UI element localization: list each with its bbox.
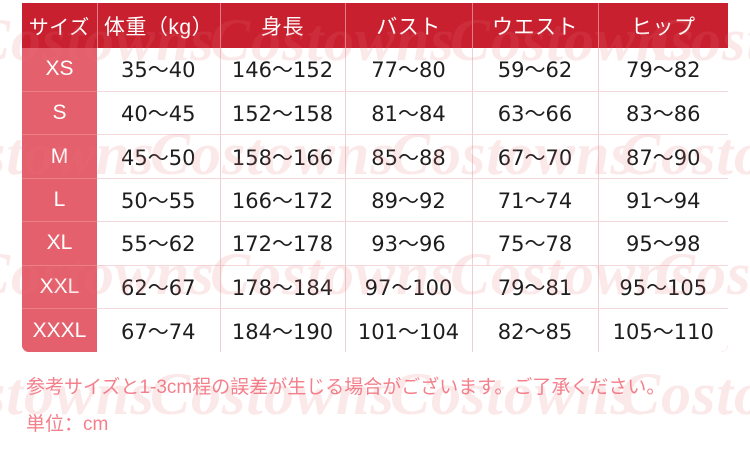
- table-row: L 50～55 166～172 89～92 71～74 91～94: [22, 178, 728, 223]
- cell-waist: 59～62: [472, 48, 599, 92]
- note-unit: 単位：cm: [26, 414, 109, 435]
- cell-bust: 97～100: [345, 265, 473, 310]
- cell-bust: 93～96: [345, 221, 473, 266]
- column-header-weight: 体重（kg）: [97, 3, 221, 48]
- cell-weight: 50～55: [97, 178, 221, 223]
- cell-height: 158～166: [220, 134, 346, 179]
- table-row: M 45～50 158～166 85～88 67～70 87～90: [22, 134, 728, 179]
- footer-notes: 参考サイズと1-3cm程の誤差が生じる場合がございます。ご了承ください。 単位：…: [26, 372, 726, 440]
- cell-waist: 79～81: [472, 265, 599, 310]
- column-header-waist: ウエスト: [472, 3, 599, 48]
- cell-bust: 101～104: [345, 308, 473, 352]
- table-row: XS 35～40 146～152 77～80 59～62 79～82: [22, 48, 728, 92]
- cell-height: 166～172: [220, 178, 346, 223]
- column-header-height: 身長: [220, 3, 346, 48]
- cell-size: XS: [22, 48, 97, 92]
- cell-size: XL: [22, 221, 97, 266]
- table-header-row: サイズ 体重（kg） 身長 バスト ウエスト ヒップ: [22, 3, 728, 48]
- cell-weight: 55～62: [97, 221, 221, 266]
- column-header-size: サイズ: [22, 3, 98, 48]
- cell-weight: 67～74: [97, 308, 221, 352]
- cell-weight: 40～45: [97, 91, 221, 136]
- cell-bust: 77～80: [345, 48, 473, 92]
- cell-hip: 83～86: [598, 91, 728, 136]
- cell-hip: 95～98: [598, 221, 728, 266]
- table-row: S 40～45 152～158 81～84 63～66 83～86: [22, 91, 728, 136]
- cell-size: L: [22, 178, 97, 223]
- cell-height: 184～190: [220, 308, 346, 352]
- size-chart-table-container: サイズ 体重（kg） 身長 バスト ウエスト ヒップ XS 35～40 146～…: [22, 3, 728, 352]
- cell-height: 178～184: [220, 265, 346, 310]
- cell-bust: 85～88: [345, 134, 473, 179]
- table-body: XS 35～40 146～152 77～80 59～62 79～82 S 40～…: [22, 48, 728, 352]
- cell-hip: 105～110: [598, 308, 728, 352]
- column-header-hip: ヒップ: [598, 3, 728, 48]
- column-header-bust: バスト: [345, 3, 473, 48]
- cell-hip: 95～105: [598, 265, 728, 310]
- cell-waist: 63～66: [472, 91, 599, 136]
- cell-waist: 82～85: [472, 308, 599, 352]
- table-header: サイズ 体重（kg） 身長 バスト ウエスト ヒップ: [22, 3, 728, 48]
- cell-height: 146～152: [220, 48, 346, 92]
- cell-weight: 35～40: [97, 48, 221, 92]
- cell-bust: 81～84: [345, 91, 473, 136]
- cell-waist: 75～78: [472, 221, 599, 266]
- cell-size: XXL: [22, 265, 97, 310]
- cell-size: XXXL: [22, 308, 97, 352]
- cell-size: S: [22, 91, 97, 136]
- cell-hip: 79～82: [598, 48, 728, 92]
- cell-height: 152～158: [220, 91, 346, 136]
- size-chart-table: サイズ 体重（kg） 身長 バスト ウエスト ヒップ XS 35～40 146～…: [22, 3, 728, 352]
- cell-waist: 67～70: [472, 134, 599, 179]
- table-row: XXL 62～67 178～184 97～100 79～81 95～105: [22, 265, 728, 310]
- note-tolerance: 参考サイズと1-3cm程の誤差が生じる場合がございます。ご了承ください。: [26, 377, 666, 398]
- cell-height: 172～178: [220, 221, 346, 266]
- cell-weight: 45～50: [97, 134, 221, 179]
- cell-waist: 71～74: [472, 178, 599, 223]
- cell-size: M: [22, 134, 97, 179]
- table-row: XXXL 67～74 184～190 101～104 82～85 105～110: [22, 308, 728, 352]
- table-row: XL 55～62 172～178 93～96 75～78 95～98: [22, 221, 728, 266]
- cell-bust: 89～92: [345, 178, 473, 223]
- cell-hip: 87～90: [598, 134, 728, 179]
- cell-hip: 91～94: [598, 178, 728, 223]
- cell-weight: 62～67: [97, 265, 221, 310]
